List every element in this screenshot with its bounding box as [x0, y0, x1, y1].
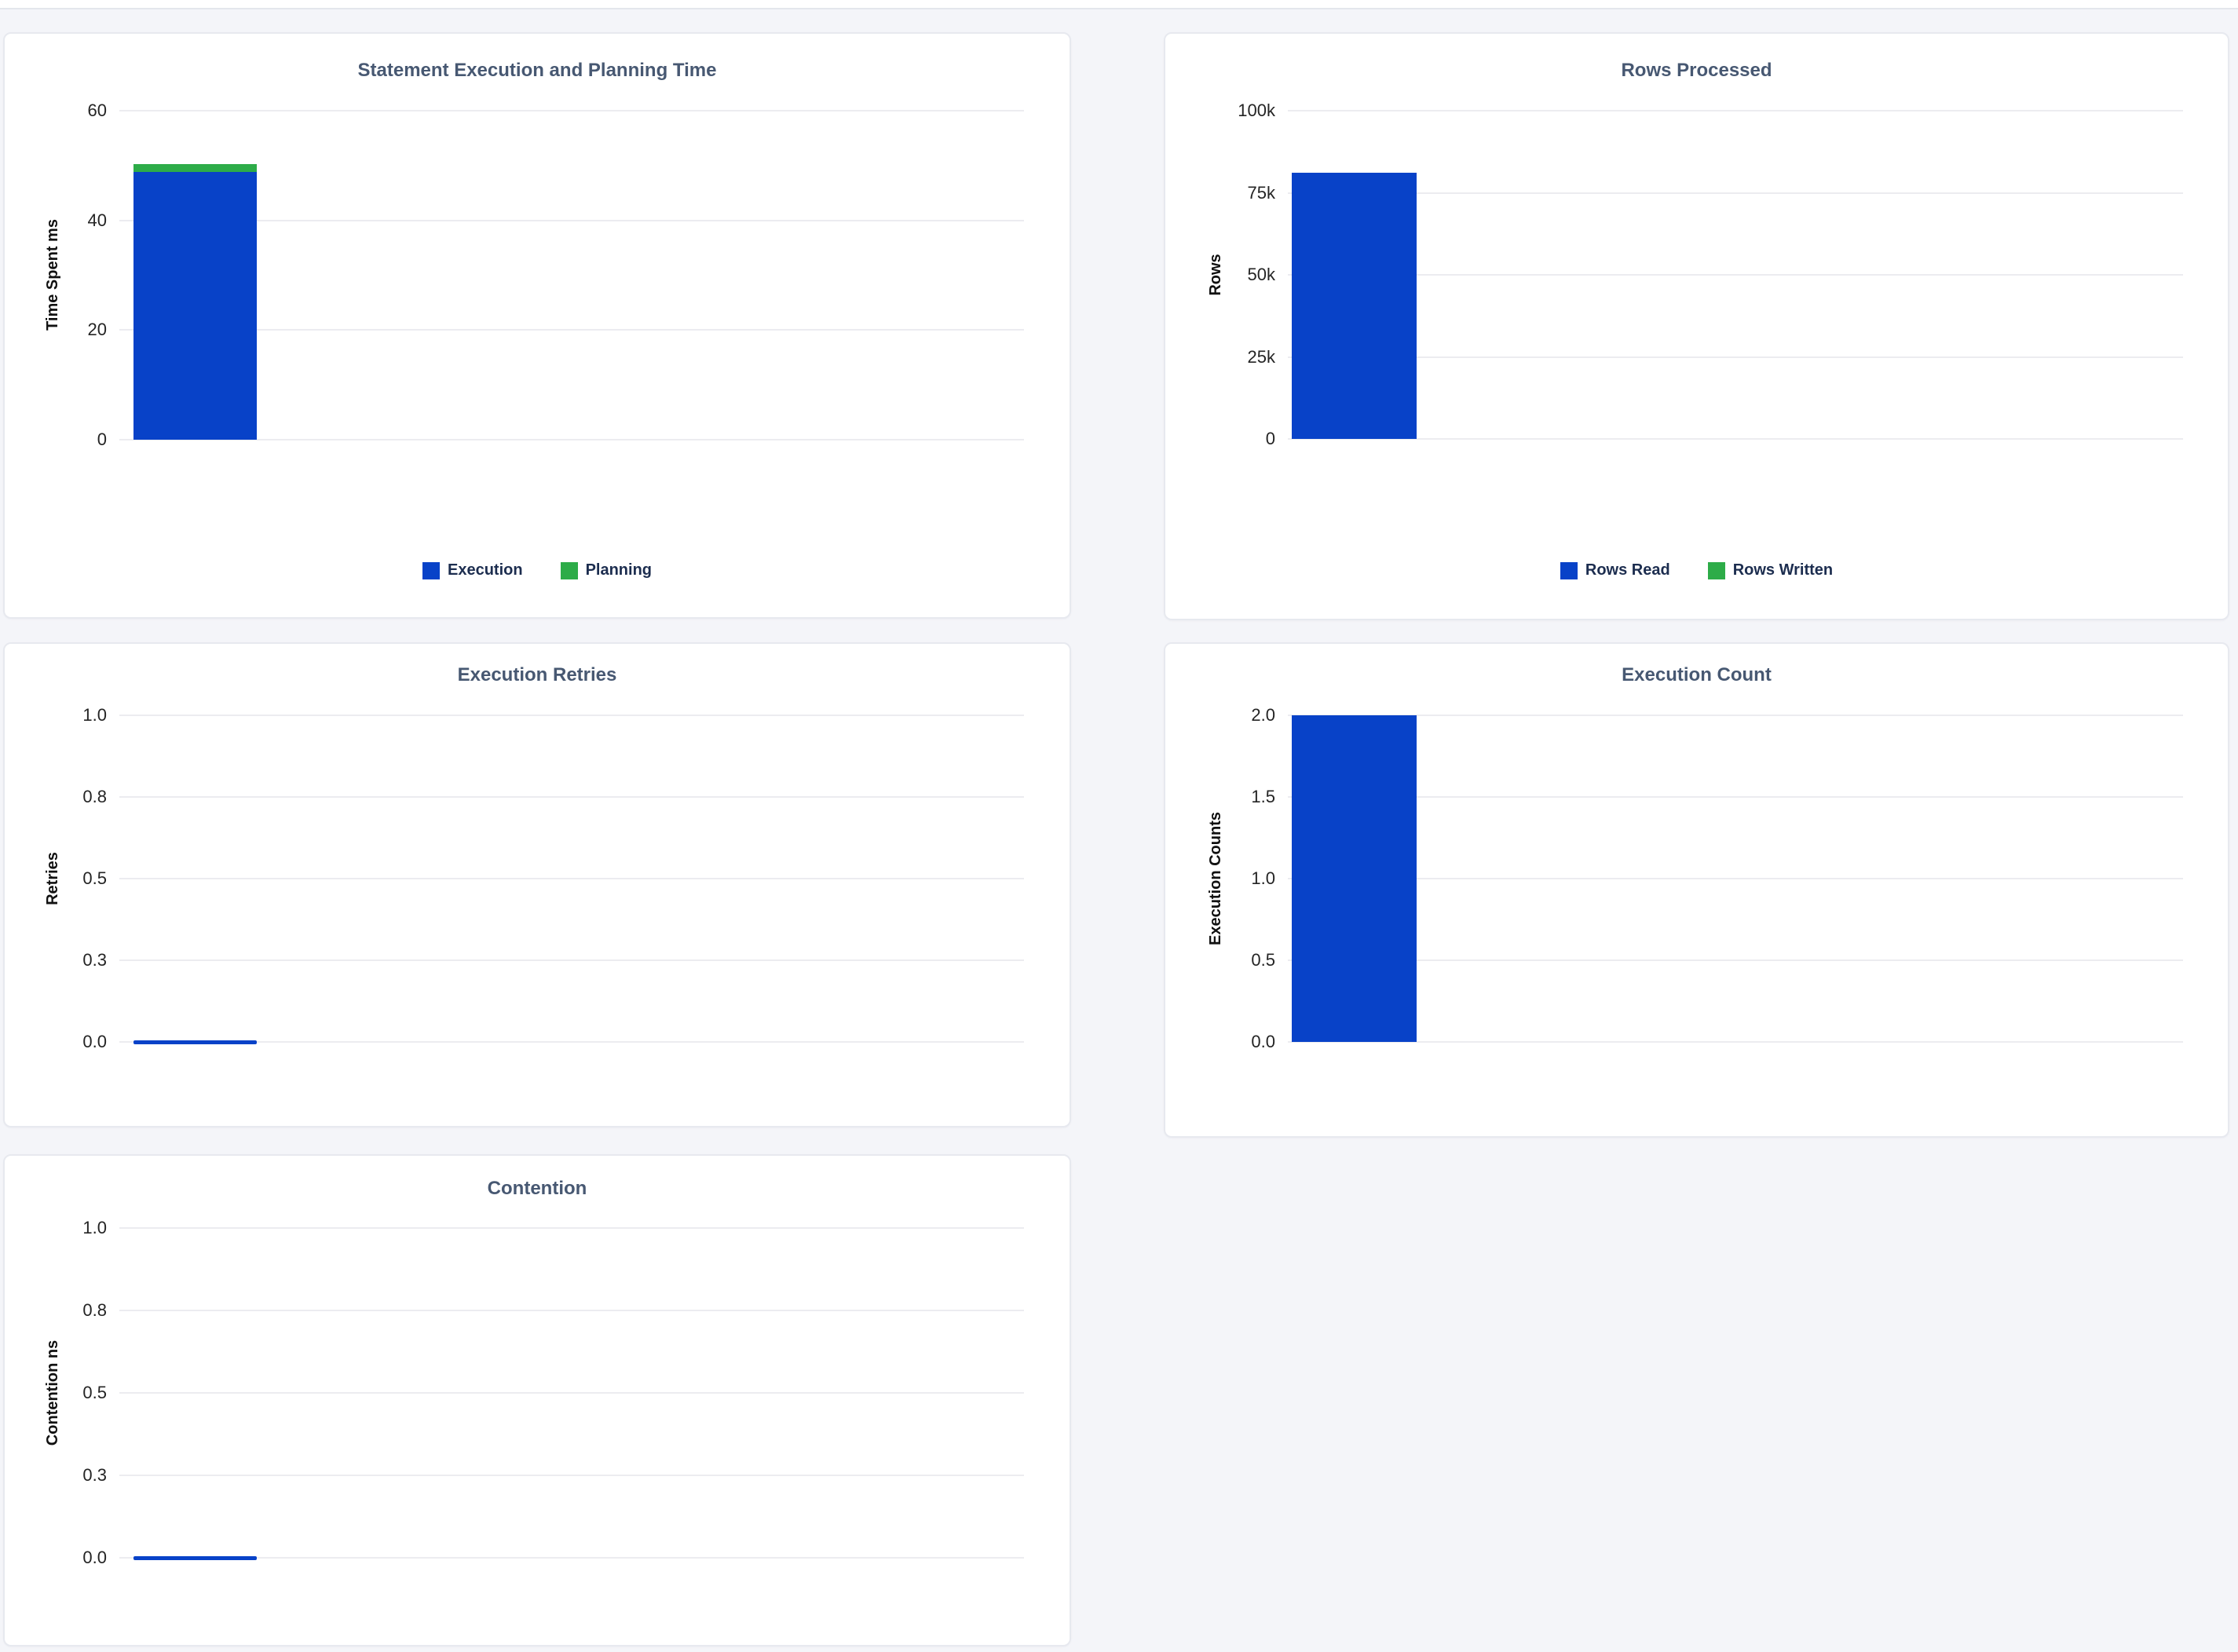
bar-segment-execution — [133, 172, 257, 440]
y-tick-label: 50k — [1247, 265, 1275, 284]
chart-title: Contention — [487, 1178, 587, 1199]
legend-item-rows-written: Rows Written — [1707, 561, 1834, 579]
y-tick-label: 0.5 — [82, 868, 107, 888]
legend-item-rows-read: Rows Read — [1560, 561, 1670, 579]
gridline — [119, 878, 1024, 879]
chart-title: Execution Count — [1622, 664, 1772, 685]
y-tick-label: 0 — [1265, 429, 1275, 448]
gridline — [1288, 274, 2183, 276]
blue-swatch-icon — [1560, 561, 1578, 579]
chart-card-execution-count: Execution Count Execution Counts 2.0 1.5 1… — [1164, 642, 2229, 1138]
y-tick-label: 0.0 — [82, 1548, 107, 1567]
chart-title: Execution Retries — [457, 664, 617, 685]
y-tick-label: 2.0 — [1251, 705, 1275, 725]
legend-item-planning: Planning — [560, 561, 653, 579]
legend-item-execution: Execution — [422, 561, 523, 579]
bar-segment-planning — [133, 163, 257, 173]
y-tick-label: 0.5 — [82, 1383, 107, 1402]
y-tick-label: 1.0 — [82, 705, 107, 725]
chart-title: Rows Processed — [1621, 60, 1772, 81]
y-tick-label: 0.8 — [82, 787, 107, 806]
chart-card-rows-processed: Rows Processed Rows 100k 75k 50k 25k 0 Rows R… — [1164, 32, 2229, 620]
gridline — [119, 715, 1024, 716]
green-swatch-icon — [560, 561, 578, 579]
gridline — [119, 959, 1024, 961]
bar-segment-rows-read — [1292, 173, 1417, 439]
gridline — [1288, 878, 2183, 879]
y-tick-label: 1.5 — [1251, 787, 1275, 806]
blue-swatch-icon — [422, 561, 440, 579]
y-tick-label: 0.0 — [1251, 1032, 1275, 1051]
zero-value-line — [133, 1556, 257, 1560]
legend: Rows Read Rows Written — [1165, 561, 2228, 579]
legend-label: Rows Read — [1585, 561, 1670, 579]
gridline — [119, 1475, 1024, 1476]
gridline — [1288, 959, 2183, 961]
y-tick-label: 0.0 — [82, 1032, 107, 1051]
y-axis-label: Time Spent ms — [44, 219, 61, 331]
gridline — [119, 1392, 1024, 1394]
gridline — [1288, 715, 2183, 716]
y-tick-label: 20 — [87, 320, 107, 340]
gridline — [1288, 1041, 2183, 1043]
gridline — [1288, 438, 2183, 440]
y-tick-label: 0.8 — [82, 1300, 107, 1320]
legend-label: Rows Written — [1732, 561, 1834, 579]
legend-label: Planning — [585, 561, 653, 579]
gridline — [119, 439, 1024, 440]
chart-card-execution-retries: Execution Retries Retries 1.0 0.8 0.5 0.3 0.… — [3, 642, 1071, 1128]
y-tick-label: 1.0 — [82, 1218, 107, 1237]
gridline — [119, 1557, 1024, 1559]
gridline — [119, 1227, 1024, 1229]
gridline — [1288, 796, 2183, 798]
zero-value-line — [133, 1040, 257, 1044]
gridline — [1288, 110, 2183, 111]
gridline — [1288, 356, 2183, 358]
chart-card-contention: Contention Contention ns 1.0 0.8 0.5 0.3 0.0 — [3, 1154, 1071, 1647]
gridline — [119, 329, 1024, 331]
bar-segment-execution-count — [1292, 715, 1417, 1042]
gridline — [1288, 192, 2183, 194]
y-tick-label: 75k — [1247, 182, 1275, 203]
chart-title: Statement Execution and Planning Time — [357, 60, 717, 81]
y-tick-label: 100k — [1238, 101, 1275, 120]
y-tick-label: 0.3 — [82, 1465, 107, 1485]
gridline — [119, 219, 1024, 221]
legend-label: Execution — [447, 561, 523, 579]
gridline — [119, 1310, 1024, 1311]
y-tick-label: 1.0 — [1251, 868, 1275, 888]
gridline — [119, 1041, 1024, 1043]
chart-card-execution-planning-time: Statement Execution and Planning Time Ti… — [3, 32, 1071, 619]
legend: Execution Planning — [5, 561, 1070, 579]
y-tick-label: 0.3 — [82, 950, 107, 970]
y-tick-label: 25k — [1247, 346, 1275, 367]
gridline — [119, 796, 1024, 798]
y-tick-label: 0 — [97, 429, 107, 449]
gridline — [119, 110, 1024, 111]
y-tick-label: 60 — [87, 101, 107, 120]
top-section-divider — [0, 0, 2238, 9]
y-tick-label: 40 — [87, 210, 107, 230]
green-swatch-icon — [1707, 561, 1725, 579]
y-tick-label: 0.5 — [1251, 950, 1275, 970]
